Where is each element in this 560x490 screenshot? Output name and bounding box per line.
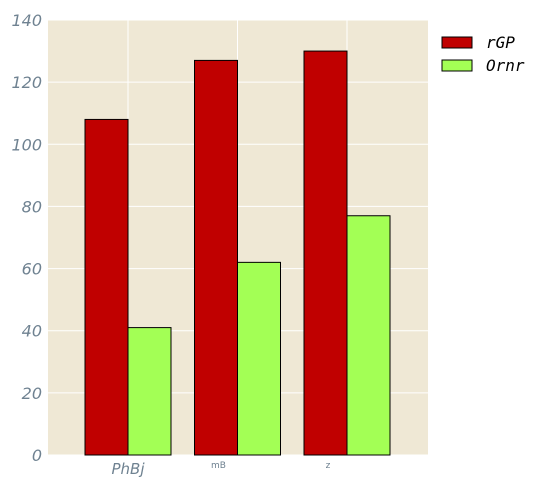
y-axis-ticks: 0 20 40 60 80 100 120 140 [11, 11, 42, 465]
bar-rGP-mB [194, 59, 238, 456]
x-tick-label: z [326, 461, 331, 471]
legend-swatch [441, 59, 473, 72]
y-tick-label: 60 [22, 260, 42, 279]
legend: rGP Ornr [441, 33, 525, 75]
legend-label: rGP [486, 33, 515, 52]
x-tick-label: PhBj [111, 460, 145, 478]
bar-rGP-PhBj [84, 118, 129, 456]
y-tick-label: 120 [11, 73, 42, 92]
y-tick-label: 140 [11, 11, 42, 30]
bar-rGP-z [303, 50, 348, 456]
x-axis-ticks: PhBj mB z [111, 460, 330, 478]
bar-Ornr-mB [237, 261, 281, 456]
y-tick-label: 0 [32, 446, 42, 465]
y-tick-label: 40 [22, 322, 42, 341]
y-tick-label: 80 [22, 197, 42, 216]
bar-Ornr-z [346, 215, 391, 456]
bars [84, 50, 391, 456]
bar-Ornr-PhBj [127, 327, 172, 456]
legend-label: Ornr [486, 56, 525, 75]
y-tick-label: 20 [22, 384, 42, 403]
x-tick-label: mB [211, 461, 226, 471]
legend-swatch [441, 36, 473, 49]
y-tick-label: 100 [11, 135, 42, 154]
